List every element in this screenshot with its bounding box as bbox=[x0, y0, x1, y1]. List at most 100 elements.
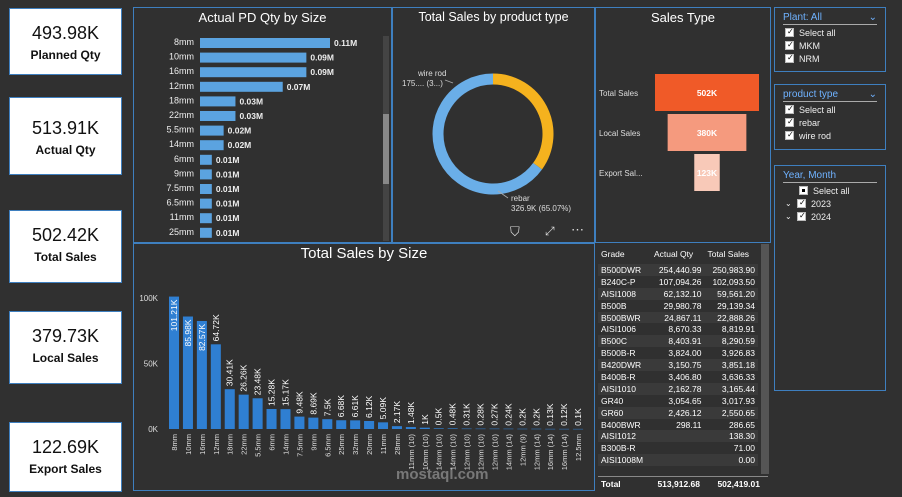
table-row[interactable]: AISI1008M 0.00 bbox=[598, 454, 758, 467]
checkbox-icon[interactable] bbox=[785, 53, 794, 63]
column-value-label: 0.48K bbox=[448, 403, 458, 426]
grade-cell: B300B-R bbox=[601, 443, 636, 454]
table-row[interactable]: B500B 29,980.78 29,139.34 bbox=[598, 300, 758, 312]
table-row[interactable]: B240C-P 107,094.26 102,093.50 bbox=[598, 276, 758, 288]
checkbox-icon[interactable] bbox=[799, 186, 808, 195]
actual-qty-cell: 254,440.99 bbox=[650, 264, 705, 276]
bar bbox=[200, 184, 212, 194]
table-row[interactable]: B500C 8,403.91 8,290.59 bbox=[598, 335, 758, 348]
chevron-down-icon[interactable]: ⌄ bbox=[868, 12, 877, 23]
actual-qty-cell: 2,426.12 bbox=[650, 406, 705, 419]
column-bar bbox=[210, 344, 221, 429]
x-tick-label: 12mm (14) bbox=[532, 434, 541, 471]
bar bbox=[200, 111, 236, 121]
column-bar bbox=[405, 427, 416, 429]
bar-value-label: 0.01M bbox=[216, 213, 240, 223]
x-tick-label: 14mm (10) bbox=[435, 434, 444, 471]
pd-qty-chart-panel[interactable]: Actual PD Qty by Size 8mm 0.11M 10mm 0.09M 1… bbox=[133, 7, 392, 243]
column-value-label: 1.48K bbox=[406, 402, 416, 425]
table-row[interactable]: B400B-R 3,406.80 3,636.33 bbox=[598, 371, 758, 383]
x-tick-label: 12mm (10) bbox=[477, 434, 486, 471]
table-row[interactable]: AISI1010 2,162.78 3,165.44 bbox=[598, 382, 758, 395]
filter-icon[interactable]: ⛉ bbox=[510, 224, 520, 239]
checkbox-icon[interactable] bbox=[797, 211, 806, 221]
donut-slice bbox=[432, 73, 543, 195]
table-row[interactable]: B400BWR 298.11 286.65 bbox=[598, 419, 758, 431]
column-value-label: 64.72K bbox=[211, 314, 221, 341]
checkbox-icon[interactable] bbox=[797, 198, 806, 208]
bar-value-label: 0.09M bbox=[310, 53, 334, 63]
column-value-label: 6.61K bbox=[350, 395, 360, 418]
bar bbox=[200, 52, 307, 63]
expand-icon[interactable]: ⌄ bbox=[785, 212, 792, 221]
column-bar bbox=[294, 416, 305, 429]
slicer-option[interactable]: Select all bbox=[785, 27, 885, 38]
grade-table: Grade Actual Qty Total Sales B500DWR 254,… bbox=[598, 244, 758, 467]
table-row[interactable]: AISI1008 62,132.10 59,561.20 bbox=[598, 287, 758, 300]
bar-value-label: 0.01M bbox=[216, 199, 240, 209]
bar bbox=[200, 169, 212, 180]
sales-type-chart: Total Sales 502K Local Sales 380K Export Sal… bbox=[599, 74, 759, 191]
column-value-label: 8.69K bbox=[308, 392, 318, 415]
table-row[interactable]: B500BWR 24,867.11 22,888.26 bbox=[598, 311, 758, 324]
bar-category-label: 12mm bbox=[169, 81, 194, 91]
checkbox-icon[interactable] bbox=[785, 104, 794, 114]
donut-chart-panel[interactable]: Total Sales by product type wire rod 175.… bbox=[392, 7, 595, 243]
bar-value-label: 0.01M bbox=[216, 169, 240, 179]
sales-by-size-panel[interactable]: Total Sales by Size 0K 50K 100K 101.21K 8mm 8… bbox=[133, 243, 595, 491]
total-sales-cell: 59,561.20 bbox=[704, 287, 758, 300]
table-scrollbar[interactable] bbox=[761, 244, 769, 474]
grade-cell: GR40 bbox=[601, 395, 624, 406]
chevron-down-icon[interactable]: ⌄ bbox=[868, 89, 877, 100]
col-header-actual-qty[interactable]: Actual Qty bbox=[653, 249, 694, 259]
focus-mode-icon[interactable]: ⤢ bbox=[545, 224, 555, 238]
column-value-label: 2.17K bbox=[392, 401, 402, 424]
actual-qty-cell: 107,094.26 bbox=[658, 276, 702, 287]
slicer-option[interactable]: Select all bbox=[799, 185, 885, 196]
checkbox-icon[interactable] bbox=[785, 117, 794, 127]
grade-cell: GR60 bbox=[598, 406, 651, 419]
grade-table-panel[interactable]: Grade Actual Qty Total Sales B500DWR 254,… bbox=[595, 243, 771, 491]
slicer-option[interactable]: MKM bbox=[785, 40, 885, 51]
grade-cell: AISI1008 bbox=[598, 287, 651, 300]
slicer-option[interactable]: ⌄2023 bbox=[785, 198, 885, 209]
year-month-slicer[interactable]: Year, Month Select all ⌄2023 ⌄2024 bbox=[774, 165, 886, 391]
checkbox-icon[interactable] bbox=[785, 40, 794, 50]
expand-icon[interactable]: ⌄ bbox=[785, 199, 792, 208]
col-header-grade[interactable]: Grade bbox=[601, 249, 625, 259]
table-row[interactable]: AISI1012 138.30 bbox=[598, 430, 758, 443]
checkbox-icon[interactable] bbox=[785, 130, 794, 140]
y-tick-label: 0K bbox=[148, 425, 158, 434]
checkbox-icon[interactable] bbox=[785, 27, 794, 37]
more-options-icon[interactable]: ⋯ bbox=[571, 222, 584, 237]
table-row[interactable]: B500B-R 3,824.00 3,926.83 bbox=[598, 347, 758, 359]
slicer-option[interactable]: ⌄2024 bbox=[785, 211, 885, 222]
table-row[interactable]: B420DWR 3,150.75 3,851.18 bbox=[598, 359, 758, 372]
x-tick-label: 14mm (14) bbox=[504, 434, 513, 471]
table-row[interactable]: B500DWR 254,440.99 250,983.90 bbox=[598, 264, 758, 276]
total-sales-cell: 22,888.26 bbox=[704, 311, 758, 324]
slicer-option[interactable]: Select all bbox=[785, 104, 885, 115]
grade-cell: AISI1006 bbox=[601, 324, 636, 335]
column-value-label: 5.09K bbox=[378, 397, 388, 420]
table-row[interactable]: GR60 2,426.12 2,550.65 bbox=[598, 406, 758, 419]
column-value-label: 0.1K bbox=[573, 408, 583, 426]
column-bar bbox=[447, 428, 458, 429]
y-tick-label: 50K bbox=[144, 360, 159, 369]
table-row[interactable]: B300B-R 71.00 bbox=[598, 442, 758, 454]
slicer-option[interactable]: wire rod bbox=[785, 130, 885, 141]
table-row[interactable]: AISI1006 8,670.33 8,819.91 bbox=[598, 323, 758, 335]
col-header-total-sales[interactable]: Total Sales bbox=[707, 249, 750, 259]
product-type-slicer[interactable]: product type ⌄ Select all rebar wire rod bbox=[774, 84, 886, 150]
slicer-option[interactable]: NRM bbox=[785, 53, 885, 64]
plant-slicer[interactable]: Plant: All ⌄ Select all MKM NRM bbox=[774, 7, 886, 72]
bar-value-label: 0.02M bbox=[228, 140, 252, 150]
column-value-label: 0.12K bbox=[559, 403, 569, 426]
sales-type-panel[interactable]: Sales Type Total Sales 502K Local Sales 380… bbox=[595, 7, 771, 243]
column-bar bbox=[545, 428, 556, 430]
slicer-option[interactable]: rebar bbox=[785, 117, 885, 128]
actual-qty-cell: 298.11 bbox=[676, 419, 702, 430]
table-row[interactable]: GR40 3,054.65 3,017.93 bbox=[598, 395, 758, 407]
grade-cell: B400BWR bbox=[601, 419, 641, 430]
